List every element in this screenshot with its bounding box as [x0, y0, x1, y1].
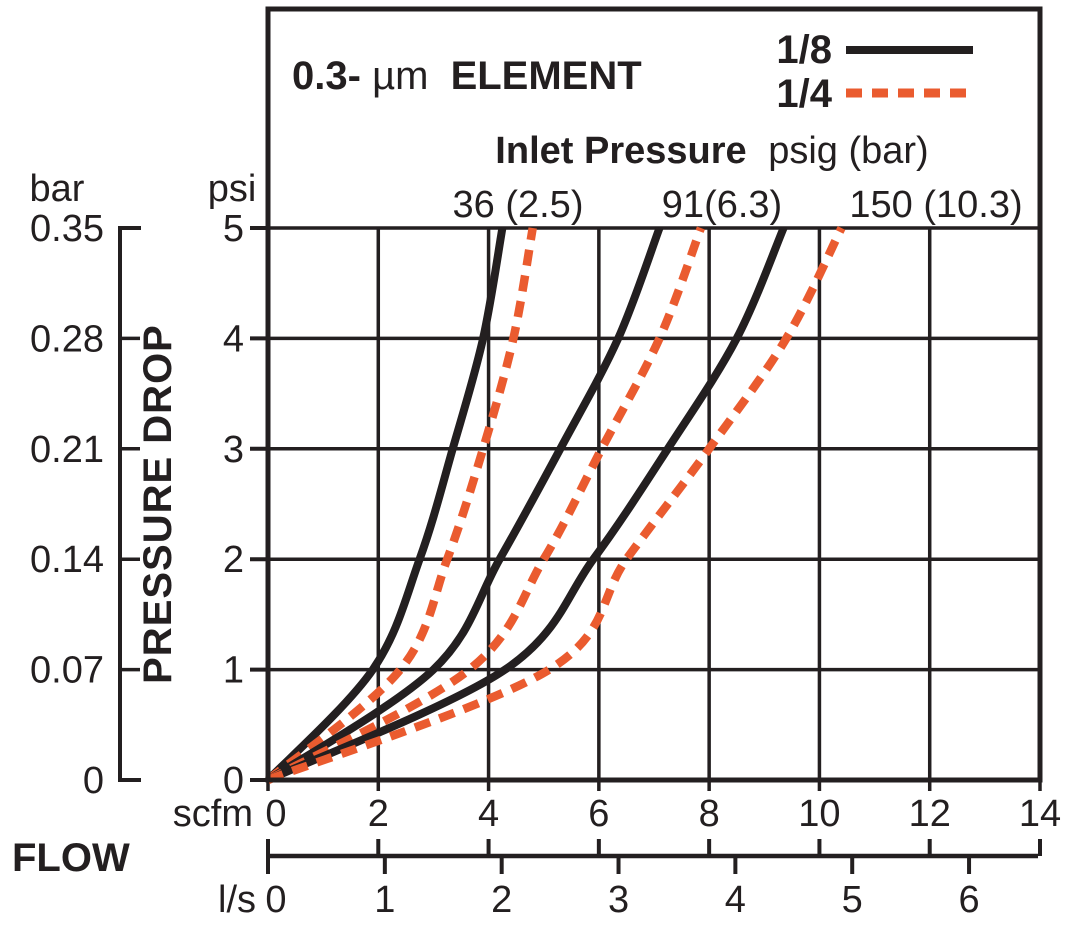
curve-label-150psig: 150 (10.3) [849, 184, 1022, 226]
scfm-tick-label-12: 12 [909, 793, 951, 835]
ls-tick-label-0: 0 [265, 879, 286, 921]
chart-border [265, 6, 1043, 783]
ls-unit-label: l/s [218, 879, 256, 921]
psi-tick-label-5: 5 [223, 208, 244, 250]
scfm-tick-label-14: 14 [1019, 793, 1061, 835]
chart-title: 0.3- µm ELEMENT [292, 54, 642, 98]
psi-tick-label-0: 0 [223, 760, 244, 802]
curve-1-4-916psig [265, 226, 705, 784]
legend-label-1-4: 1/4 [776, 72, 832, 116]
bar-unit-label: bar [30, 168, 85, 210]
curve-1-8-916psig [265, 226, 664, 784]
curve-1-4-362psig [265, 227, 537, 784]
bar-tick-label-0.07: 0.07 [30, 650, 104, 692]
bar-axis-bracket [118, 226, 141, 782]
psi-tick-label-2: 2 [223, 539, 244, 581]
bar-tick-label-0.35: 0.35 [30, 208, 104, 250]
legend-label-1-8: 1/8 [776, 28, 832, 72]
curves-layer [265, 226, 846, 784]
ls-tick-label-4: 4 [725, 879, 746, 921]
grid-layer [266, 226, 1042, 782]
ls-tick-label-5: 5 [842, 879, 863, 921]
psi-tick-label-1: 1 [223, 650, 244, 692]
curve-label-36psig: 36 (2.5) [453, 184, 584, 226]
scfm-tick-label-8: 8 [699, 793, 720, 835]
ls-tick-label-2: 2 [491, 879, 512, 921]
ls-tick-label-1: 1 [374, 879, 395, 921]
scfm-tick-label-6: 6 [588, 793, 609, 835]
axes-layer [118, 226, 1042, 874]
scfm-unit-label: scfm [173, 793, 253, 835]
bar-tick-label-0: 0 [83, 760, 104, 802]
inlet-pressure-header: Inlet Pressure psig (bar) [495, 130, 928, 172]
psi-tick-label-4: 4 [223, 318, 244, 360]
scfm-tick-label-4: 4 [478, 793, 499, 835]
bar-tick-label-0.28: 0.28 [30, 318, 104, 360]
psi-unit-label: psi [208, 168, 257, 210]
pressure-drop-axis-title: PRESSURE DROP [136, 324, 180, 684]
scfm-tick-label-0: 0 [265, 793, 286, 835]
curve-1-8-362psig [265, 227, 507, 783]
ls-tick-label-3: 3 [608, 879, 629, 921]
bar-tick-label-0.21: 0.21 [30, 429, 104, 471]
psi-tick-label-3: 3 [223, 429, 244, 471]
curve-label-91psig: 91(6.3) [662, 184, 782, 226]
ls-tick-label-6: 6 [958, 879, 979, 921]
curve-1-4-150psig [266, 226, 846, 784]
scfm-tick-label-10: 10 [798, 793, 840, 835]
flow-axis-title: FLOW [12, 836, 130, 880]
scfm-tick-label-2: 2 [368, 793, 389, 835]
bar-tick-label-0.14: 0.14 [30, 539, 104, 581]
curve-1-8-150psig [266, 226, 788, 784]
